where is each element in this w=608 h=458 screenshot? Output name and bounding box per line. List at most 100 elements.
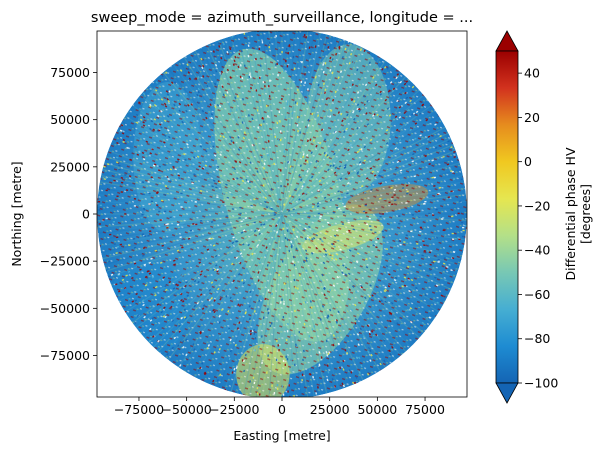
x-tick-label: 50000	[357, 402, 397, 417]
radar-pixel	[159, 261, 163, 264]
radar-pixel	[347, 221, 350, 224]
radar-pixel	[252, 328, 255, 332]
radar-pixel	[280, 169, 282, 172]
radar-pixel	[356, 333, 360, 336]
radar-pixel	[390, 301, 394, 305]
radar-pixel	[424, 293, 427, 297]
radar-pixel	[158, 308, 162, 311]
radar-pixel	[258, 232, 261, 236]
radar-pixel	[303, 34, 306, 37]
radar-pixel	[324, 62, 327, 65]
radar-pixel	[332, 242, 335, 246]
x-tick-label: −50000	[162, 402, 212, 417]
radar-pixel	[239, 75, 242, 79]
radar-pixel	[308, 162, 311, 166]
radar-pixel	[285, 60, 287, 63]
radar-pixel	[167, 129, 170, 132]
radar-pixel	[319, 217, 322, 219]
radar-pixel	[150, 176, 153, 179]
radar-pixel	[286, 330, 289, 333]
radar-pixel	[358, 161, 362, 164]
radar-pixel	[293, 394, 295, 397]
colorbar-tick-label: 40	[524, 66, 540, 81]
radar-pixel	[212, 145, 215, 148]
radar-pixel	[373, 174, 377, 177]
radar-pixel	[428, 316, 432, 319]
radar-pixel	[268, 46, 271, 49]
radar-pixel	[371, 114, 375, 117]
radar-pixel	[424, 237, 427, 240]
radar-pixel	[229, 349, 232, 353]
y-axis-ticks: 75000 50000 25000 0 −25000 −50000 −75000	[40, 65, 97, 363]
radar-pixel	[294, 101, 297, 104]
radar-pixel	[135, 314, 138, 317]
radar-pixel	[237, 65, 240, 69]
radar-pixel	[332, 211, 335, 214]
radar-pixel	[332, 183, 335, 186]
radar-pixel	[229, 338, 232, 342]
radar-pixel	[247, 37, 250, 41]
radar-pixel	[395, 128, 399, 132]
radar-pixel	[133, 205, 137, 207]
radar-pixel	[225, 215, 229, 217]
radar-pixel	[130, 178, 133, 181]
radar-pixel	[328, 160, 332, 163]
radar-pixel	[321, 305, 325, 308]
radar-pixel	[394, 147, 398, 150]
radar-pixel	[356, 126, 359, 130]
radar-pixel	[218, 181, 222, 184]
radar-pixel	[180, 292, 183, 296]
radar-pixel	[236, 95, 239, 98]
radar-pixel	[267, 140, 270, 143]
radar-pixel	[246, 148, 249, 151]
radar-pixel	[138, 149, 141, 152]
radar-pixel	[383, 66, 387, 69]
radar-pixel	[347, 272, 351, 276]
radar-pixel	[286, 47, 288, 51]
radar-pixel	[218, 321, 221, 324]
radar-pixel	[419, 134, 422, 137]
radar-pixel	[142, 124, 146, 127]
radar-pixel	[370, 228, 373, 231]
radar-pixel	[208, 237, 211, 240]
radar-pixel	[195, 223, 198, 226]
radar-pixel	[297, 88, 299, 91]
radar-pixel	[161, 74, 164, 78]
radar-pixel	[404, 101, 408, 105]
radar-pixel	[284, 236, 287, 240]
radar-pixel	[383, 198, 386, 201]
radar-pixel	[172, 165, 175, 169]
radar-pixel	[164, 163, 167, 167]
radar-pixel	[301, 378, 303, 382]
radar-pixel	[115, 236, 119, 239]
radar-pixel	[235, 240, 238, 243]
radar-pixel	[121, 132, 125, 135]
radar-pixel	[144, 152, 147, 155]
radar-pixel	[238, 321, 241, 324]
radar-pixel	[249, 329, 252, 333]
radar-pixel	[240, 231, 244, 234]
radar-pixel	[287, 160, 289, 164]
radar-pixel	[163, 306, 166, 309]
radar-pixel	[327, 314, 330, 317]
radar-pixel	[156, 204, 159, 206]
radar-pixel	[171, 346, 174, 350]
radar-pixel	[141, 299, 145, 302]
radar-pixel	[253, 221, 256, 224]
radar-pixel	[249, 332, 252, 336]
radar-pixel	[218, 105, 222, 108]
radar-pixel	[264, 85, 266, 88]
radar-pixel	[294, 286, 297, 289]
radar-pixel	[298, 330, 301, 334]
radar-pixel	[131, 300, 135, 303]
radar-pixel	[319, 237, 322, 241]
radar-pixel	[284, 363, 287, 366]
radar-pixel	[199, 331, 203, 335]
radar-pixel	[185, 109, 188, 113]
radar-pixel	[112, 221, 116, 223]
radar-pixel	[359, 48, 362, 52]
radar-pixel	[116, 141, 119, 145]
radar-pixel	[296, 287, 299, 290]
radar-pixel	[331, 257, 334, 260]
radar-pixel	[218, 72, 222, 76]
